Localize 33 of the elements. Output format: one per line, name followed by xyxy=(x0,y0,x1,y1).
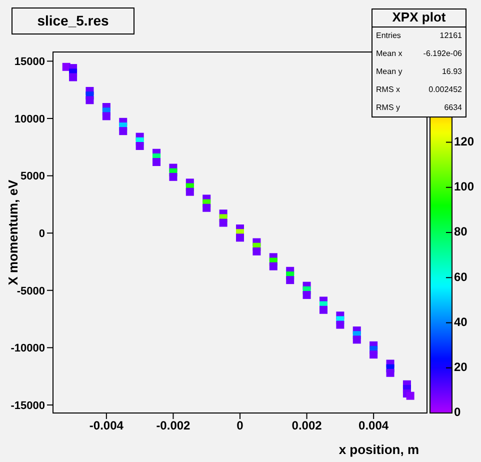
x-axis-title: x position, m xyxy=(338,442,419,457)
chart-title: slice_5.res xyxy=(37,12,110,29)
annotation: -6.192e-06 xyxy=(423,49,463,58)
x-tick-label: 0 xyxy=(236,418,244,433)
y-tick-label: 10000 xyxy=(14,113,45,126)
annotation: RMS x xyxy=(376,85,400,94)
annotation: Mean y xyxy=(376,67,402,76)
annotation: Mean x xyxy=(376,49,402,58)
color-bar-label: 20 xyxy=(454,360,468,374)
annotation: RMS y xyxy=(376,103,400,112)
color-bar-label: 80 xyxy=(454,224,468,239)
text: 0.002452 xyxy=(428,85,463,94)
x-tick-label: -0.002 xyxy=(156,418,191,433)
text: 6634 xyxy=(444,103,463,112)
y-tick-label: 0 xyxy=(38,228,45,240)
y-tick-label: 5000 xyxy=(20,170,45,183)
text: XPX plot xyxy=(392,9,446,24)
x-tick-label: -0.004 xyxy=(89,418,124,433)
y-axis-title: X momentum, eV xyxy=(5,179,20,286)
color-bar-label: 60 xyxy=(454,270,468,284)
x-tick-label: 0.004 xyxy=(358,418,389,433)
color-bar-label: 100 xyxy=(454,180,474,194)
text: 16.93 xyxy=(442,67,463,76)
y-tick-label: -15000 xyxy=(10,400,45,412)
y-tick-label: -5000 xyxy=(16,285,45,298)
x-tick-label: 0.002 xyxy=(292,418,322,433)
text: Entries xyxy=(376,31,401,40)
color-bar-label: 40 xyxy=(454,314,468,329)
color-bar-label: 0 xyxy=(454,405,461,420)
text: 12161 xyxy=(440,31,463,40)
color-bar-label: 120 xyxy=(454,134,474,148)
y-tick-label: 15000 xyxy=(14,56,45,68)
y-tick-label: -10000 xyxy=(10,342,45,355)
